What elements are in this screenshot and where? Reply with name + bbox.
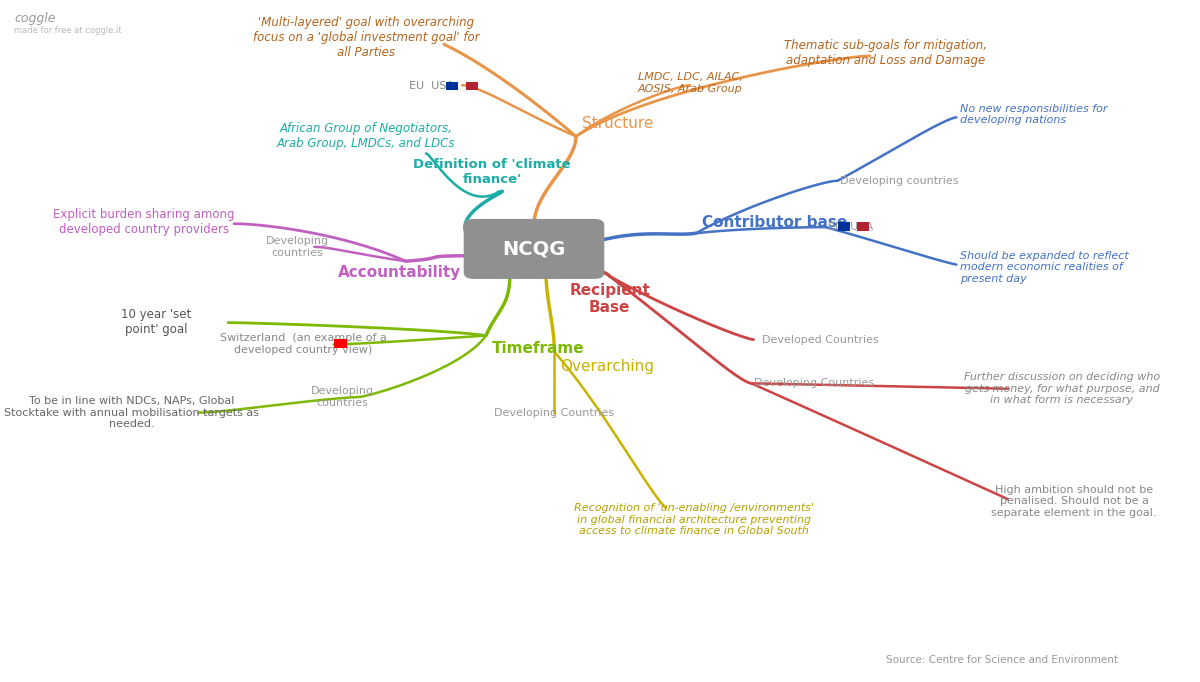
Text: Developing countries: Developing countries: [840, 176, 959, 186]
Text: Explicit burden sharing among
developed country providers: Explicit burden sharing among developed …: [53, 207, 235, 236]
Text: Developing
countries: Developing countries: [266, 236, 329, 258]
Text: coggle: coggle: [14, 12, 56, 25]
Text: Developing Countries: Developing Countries: [494, 408, 614, 417]
Text: NCQG: NCQG: [503, 239, 565, 258]
Text: Developing Countries: Developing Countries: [754, 379, 874, 388]
Text: Structure: Structure: [582, 116, 653, 131]
Text: Recipient
Base: Recipient Base: [569, 283, 650, 316]
FancyBboxPatch shape: [464, 220, 604, 278]
Text: High ambition should not be
penalised. Should not be a
separate element in the g: High ambition should not be penalised. S…: [991, 485, 1157, 518]
Bar: [446, 82, 458, 90]
Text: Contributor base: Contributor base: [702, 215, 847, 230]
Text: Further discussion on deciding who
gets money, for what purpose, and
in what for: Further discussion on deciding who gets …: [964, 372, 1160, 405]
Text: made for free at coggle.it: made for free at coggle.it: [14, 26, 122, 35]
Text: LMDC, LDC, AILAC,
AOSIS, Arab Group: LMDC, LDC, AILAC, AOSIS, Arab Group: [637, 72, 743, 94]
Bar: [857, 222, 869, 231]
Text: No new responsibilities for
developing nations: No new responsibilities for developing n…: [960, 104, 1108, 125]
Text: African Group of Negotiators,
Arab Group, LMDCs, and LDCs: African Group of Negotiators, Arab Group…: [277, 122, 455, 151]
Text: EU  USA: EU USA: [409, 81, 455, 91]
Text: EU  USA: EU USA: [828, 222, 874, 232]
Text: Thematic sub-goals for mitigation,
adaptation and Loss and Damage: Thematic sub-goals for mitigation, adapt…: [784, 39, 988, 68]
Bar: [334, 339, 347, 348]
Bar: [838, 222, 850, 231]
Text: Developing
countries: Developing countries: [311, 386, 373, 408]
Text: Definition of 'climate
finance': Definition of 'climate finance': [413, 158, 571, 186]
Text: Developed Countries: Developed Countries: [762, 335, 878, 344]
Text: Source: Centre for Science and Environment: Source: Centre for Science and Environme…: [886, 655, 1118, 665]
Bar: [466, 82, 478, 90]
Text: Should be expanded to reflect
modern economic realities of
present day: Should be expanded to reflect modern eco…: [960, 251, 1129, 284]
Text: Switzerland  (an example of a
developed country view): Switzerland (an example of a developed c…: [220, 333, 388, 355]
Text: Recognition of 'un-enabling /environments'
in global financial architecture prev: Recognition of 'un-enabling /environment…: [574, 503, 814, 536]
Text: 'Multi-layered' goal with overarching
focus on a 'global investment goal' for
al: 'Multi-layered' goal with overarching fo…: [253, 16, 479, 59]
Text: Accountability: Accountability: [338, 265, 461, 280]
Text: 10 year 'set
point' goal: 10 year 'set point' goal: [121, 308, 191, 336]
Text: To be in line with NDCs, NAPs, Global
Stocktake with annual mobilisation targets: To be in line with NDCs, NAPs, Global St…: [5, 396, 259, 429]
Text: Overarching: Overarching: [560, 359, 654, 374]
Text: Timeframe: Timeframe: [492, 341, 584, 356]
